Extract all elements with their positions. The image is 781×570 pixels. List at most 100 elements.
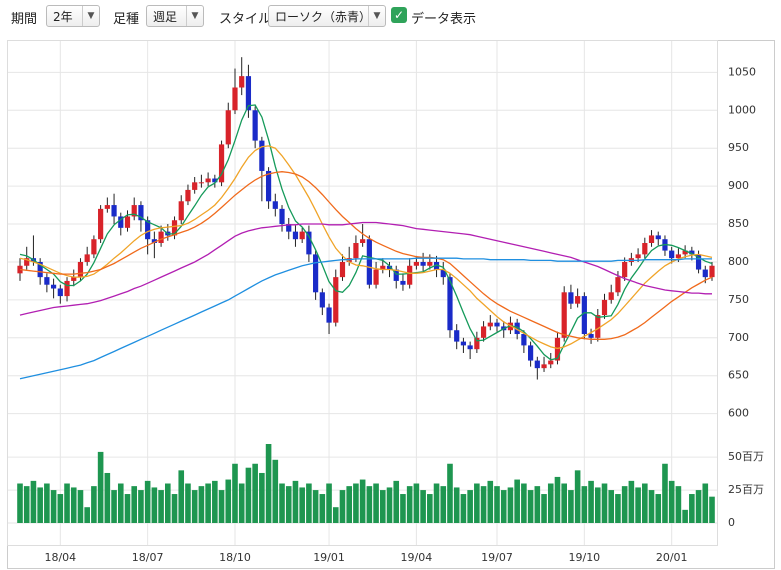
candle-body [286,224,292,232]
candle-body [44,277,50,285]
candle-body [648,235,655,243]
volume-bar [601,483,608,523]
candle-body [50,284,57,289]
volume-bar [44,483,50,523]
volume-bar [97,451,104,523]
volume-bar [191,490,198,523]
candle-body [393,269,399,281]
candle-body [554,337,561,361]
volume-bar [144,480,151,523]
candle-body [440,269,446,278]
checkbox[interactable]: ✓ [391,7,407,23]
volume-bar [594,487,601,523]
candle-body [151,239,157,243]
candle-body [339,261,346,278]
candle-body [239,76,245,88]
volume-bar [218,490,225,523]
volume-bar [353,483,359,523]
candle-body [299,231,305,240]
x-tick-label: 18/10 [219,551,251,564]
volume-bar [608,490,615,523]
volume-tick-label: 25百万 [728,483,764,496]
x-tick-label: 20/01 [656,551,688,564]
volume-bar [413,483,420,523]
volume-bar [37,487,43,523]
candle-body [413,261,419,266]
candle-body [306,231,312,255]
y-tick-label: 800 [728,255,749,268]
candle-body [642,243,648,255]
candle-body [561,292,567,338]
volume-bar [655,494,662,523]
volume-bar [138,490,144,523]
volume-tick-label: 50百万 [728,450,764,463]
volume-bar [621,486,628,523]
volume-bar [178,470,185,523]
candle-body [480,326,487,338]
checkbox-label[interactable]: データ表示 [411,12,477,27]
volume-bar [64,483,70,523]
period-select[interactable]: 2年 ▼ [46,5,100,27]
moving-average [19,104,713,361]
candle-body [575,296,581,304]
volume-bar [165,483,171,523]
candle-body [568,292,574,304]
candle-body [427,261,433,266]
candle-body [353,243,359,259]
volume-bar [474,483,480,523]
candle-body [313,254,319,293]
volume-bar [467,490,473,523]
candle-body [709,265,715,278]
y-tick-label: 850 [728,217,749,230]
volume-bar [668,480,675,523]
y-tick-label: 750 [728,293,749,306]
volume-bar [581,486,588,523]
candle-body [118,216,124,228]
x-tick-label: 18/07 [132,551,164,564]
volume-bar [245,467,252,523]
volume-bar [151,487,158,523]
volume-bar [386,487,393,523]
plot: 600 650 700 750 800 850 900 950 1000 1050 0 25百万 50百… [8,41,764,564]
candle-body [514,322,520,335]
volume-bar [527,490,534,523]
volume-bar [23,486,30,523]
candle-body [588,334,594,338]
plot-frame [7,40,718,546]
volume-bar [117,483,124,523]
candle-body [37,261,43,278]
volume-bar [628,480,635,523]
volume-bar [507,487,514,523]
volume-bar [91,486,97,523]
volume-bar [285,486,292,523]
volume-bar [326,483,332,523]
volume-bar [480,486,487,523]
volume-bar [265,444,272,523]
volume-bar [494,486,500,523]
value: 2年 [53,10,73,24]
candle-body [111,205,117,217]
candle-body [541,364,547,369]
volume-bar [642,483,648,523]
volume-bar [427,494,433,523]
candle-body [702,269,708,278]
volume-bar [232,463,238,523]
volume-bar [534,486,541,523]
candle-body [272,201,278,209]
style-select[interactable]: ローソク（赤青） ▼ [268,5,386,27]
candle-body [467,345,473,350]
candle-body [292,231,299,240]
interval-select[interactable]: 週足 ▼ [146,5,204,27]
candle-body [622,261,628,278]
volume-bar [359,479,366,523]
candle-body [198,182,204,184]
label: 期間 [11,12,38,27]
volume-bar [185,483,191,523]
volume-bar [366,486,373,523]
volume-bar [433,483,440,523]
candle-body [326,307,332,323]
volume-bar [111,490,117,523]
candle-body [232,87,238,111]
candle-body [24,258,30,266]
candle-body [212,178,218,183]
